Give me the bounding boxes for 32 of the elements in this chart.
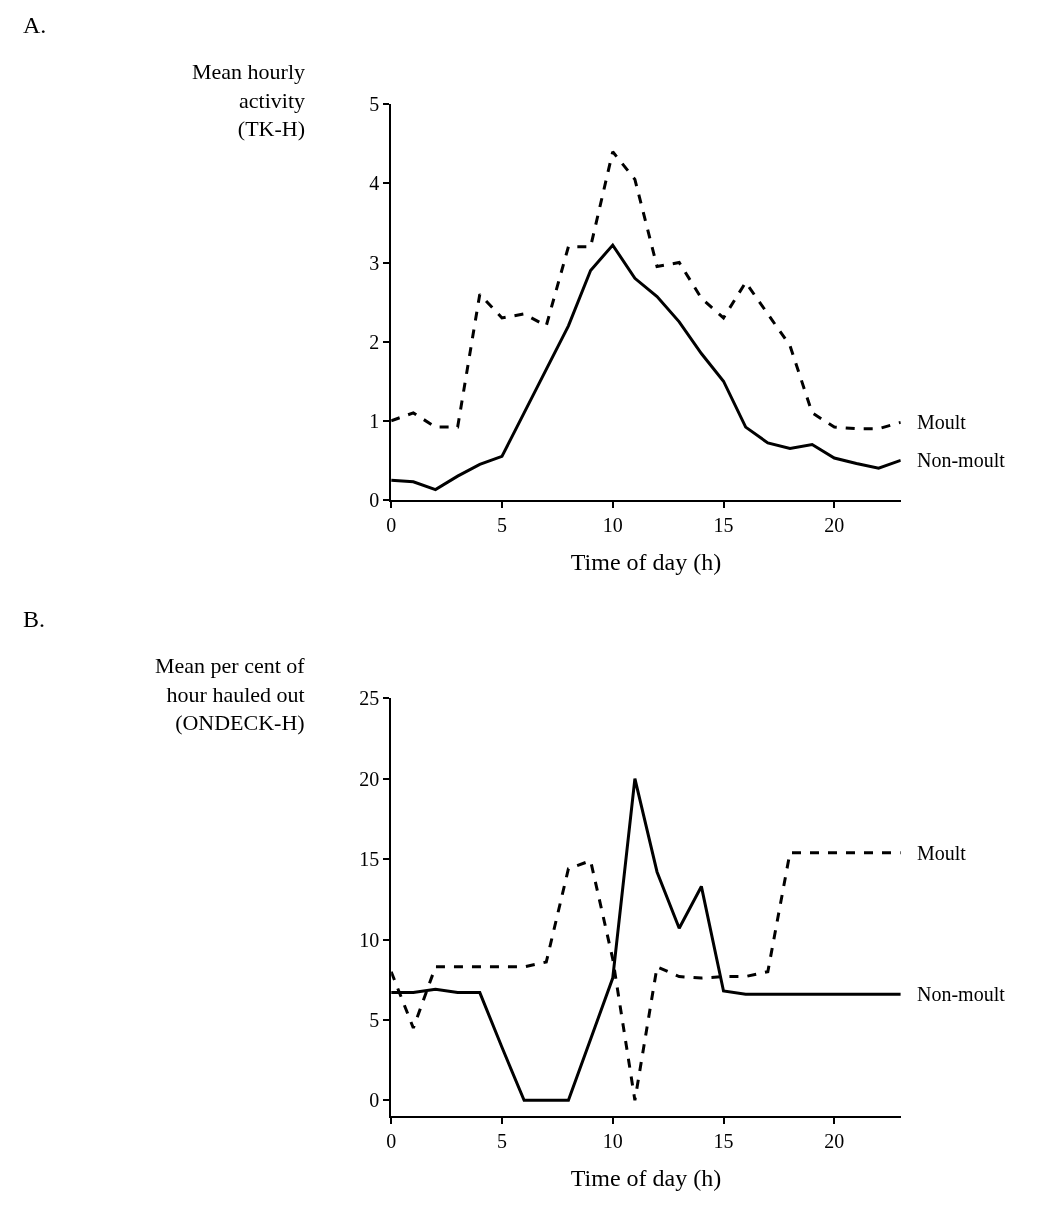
x-tick-label: 10 (602, 513, 623, 536)
series-label: Moult (917, 842, 967, 864)
x-tick-label: 20 (824, 1130, 845, 1153)
y-tick-label: 15 (359, 848, 380, 871)
y-tick-label: 0 (369, 488, 380, 511)
y-axis-title: Mean hourly activity (TK-H) (192, 59, 306, 142)
y-tick-label: 3 (369, 251, 380, 274)
x-tick-label: 5 (496, 513, 507, 536)
series-label: Moult (917, 411, 967, 433)
y-tick-label: 25 (359, 687, 380, 710)
x-tick-label: 5 (496, 1130, 507, 1153)
y-tick-label: 2 (369, 330, 380, 353)
x-tick-label: 10 (602, 1130, 623, 1153)
x-axis-title: Time of day (h) (570, 1165, 722, 1192)
x-tick-label: 15 (713, 1130, 734, 1153)
x-tick-label: 15 (713, 513, 734, 536)
y-tick-label: 5 (369, 93, 380, 116)
y-tick-label: 1 (369, 409, 380, 432)
y-tick-label: 20 (359, 767, 380, 790)
x-axis-title: Time of day (h) (570, 548, 722, 575)
y-axis-title: Mean per cent of hour hauled out (ONDECK-H) (155, 653, 306, 736)
text: B. (23, 606, 46, 632)
y-tick-label: 10 (359, 928, 380, 951)
x-tick-label: 20 (824, 513, 845, 536)
y-tick-label: 0 (369, 1089, 380, 1112)
y-tick-label: 4 (369, 172, 380, 195)
series-label: Non-moult (917, 983, 1006, 1005)
x-tick-label: 0 (386, 1130, 397, 1153)
text: A. (23, 12, 47, 38)
x-tick-label: 0 (386, 513, 397, 536)
y-tick-label: 5 (369, 1008, 380, 1031)
series-label: Non-moult (917, 449, 1006, 471)
